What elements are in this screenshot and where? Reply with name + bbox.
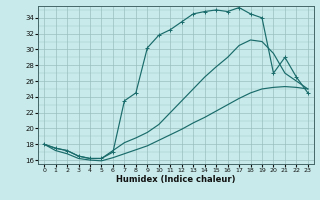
X-axis label: Humidex (Indice chaleur): Humidex (Indice chaleur) (116, 175, 236, 184)
